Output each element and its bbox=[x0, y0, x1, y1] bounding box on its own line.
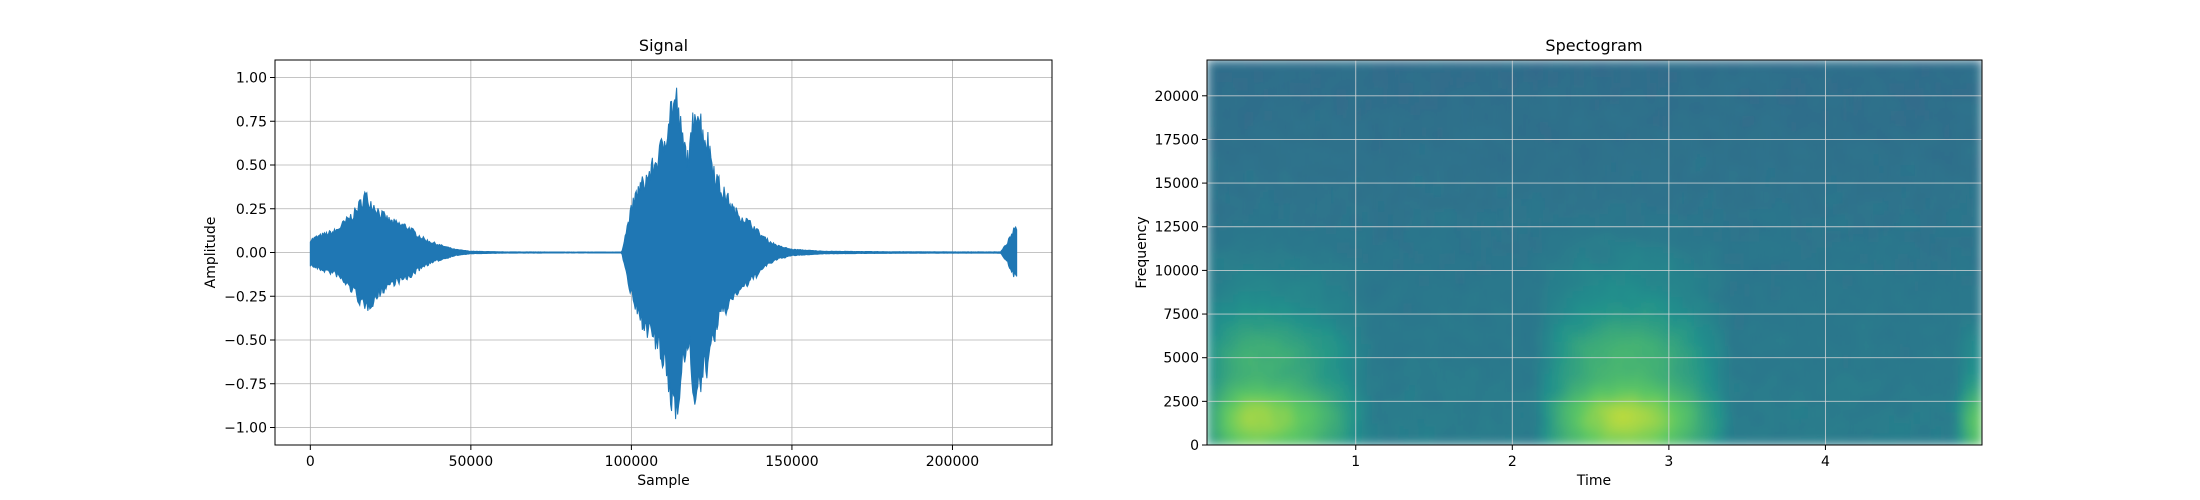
signal-y-tick: 0.50 bbox=[236, 158, 275, 174]
signal-y-tick: −1.00 bbox=[224, 421, 275, 437]
spectrogram-y-tick-label: 7500 bbox=[1163, 307, 1199, 323]
signal-x-tick: 150000 bbox=[765, 445, 819, 470]
spectrogram-y-tick-label: 0 bbox=[1190, 438, 1199, 454]
signal-y-tick: −0.25 bbox=[224, 289, 275, 305]
signal-y-tick: 0.75 bbox=[236, 114, 275, 130]
signal-y-tick-label: −0.75 bbox=[224, 377, 267, 393]
spectrogram-y-tick-label: 12500 bbox=[1154, 220, 1199, 236]
spectrogram-y-tick-label: 17500 bbox=[1154, 132, 1199, 148]
spectrogram-y-tick: 10000 bbox=[1154, 263, 1207, 279]
spectrogram-x-tick: 3 bbox=[1664, 445, 1673, 470]
spectrogram-x-tick-label: 2 bbox=[1508, 454, 1517, 470]
spectrogram-axes-frame bbox=[1206, 59, 1983, 446]
signal-x-tick: 50000 bbox=[449, 445, 494, 470]
spectrogram-y-tick-label: 15000 bbox=[1154, 176, 1199, 192]
signal-y-tick-label: 0.50 bbox=[236, 158, 267, 174]
signal-chart: Signal 0 50000 100000 150000 200000 1.00 0.75… bbox=[203, 36, 1053, 489]
signal-y-tick-label: 1.00 bbox=[236, 71, 267, 87]
signal-y-tick-label: 0.25 bbox=[236, 202, 267, 218]
signal-y-tick-label: 0.00 bbox=[236, 246, 267, 262]
spectrogram-x-tick: 2 bbox=[1508, 445, 1517, 470]
signal-y-tick: 1.00 bbox=[236, 71, 275, 87]
signal-x-tick-label: 50000 bbox=[449, 454, 494, 470]
spectrogram-y-tick-label: 10000 bbox=[1154, 263, 1199, 279]
spectrogram-y-tick: 15000 bbox=[1154, 176, 1207, 192]
spectrogram-x-tick-label: 3 bbox=[1664, 454, 1673, 470]
spectrogram-y-tick: 20000 bbox=[1154, 89, 1207, 105]
signal-y-tick-label: −1.00 bbox=[224, 421, 267, 437]
signal-y-tick-label: −0.25 bbox=[224, 289, 267, 305]
signal-y-tick-label: −0.50 bbox=[224, 333, 267, 349]
signal-x-tick-label: 200000 bbox=[926, 454, 979, 470]
spectrogram-y-tick: 2500 bbox=[1163, 394, 1207, 410]
spectrogram-y-tick: 0 bbox=[1190, 438, 1207, 454]
signal-x-tick-label: 150000 bbox=[765, 454, 818, 470]
signal-chart-title: Signal bbox=[639, 36, 688, 55]
signal-y-tick: −0.75 bbox=[224, 377, 275, 393]
signal-x-tick-label: 0 bbox=[306, 454, 315, 470]
spectrogram-y-tick: 12500 bbox=[1154, 220, 1207, 236]
signal-y-tick: 0.25 bbox=[236, 202, 275, 218]
signal-y-tick-label: 0.75 bbox=[236, 114, 267, 130]
spectrogram-y-axis-label: Frequency bbox=[1134, 216, 1150, 288]
signal-y-ticks: 1.00 0.75 0.50 0.25 0.00 −0.25 −0.50 −0.75 −1.00 bbox=[224, 71, 275, 437]
spectrogram-chart: Spectogram 1 2 3 4 0 2500 5000 7500 10000 12500 1… bbox=[1134, 36, 1983, 489]
spectrogram-y-tick: 17500 bbox=[1154, 132, 1207, 148]
signal-x-tick: 200000 bbox=[926, 445, 979, 470]
spectrogram-x-axis-label: Time bbox=[1576, 473, 1611, 489]
spectrogram-y-tick-label: 2500 bbox=[1163, 394, 1199, 410]
spectrogram-y-tick: 7500 bbox=[1163, 307, 1207, 323]
spectrogram-x-ticks: 1 2 3 4 bbox=[1351, 445, 1830, 470]
spectrogram-chart-title: Spectogram bbox=[1545, 36, 1642, 55]
signal-y-tick: 0.00 bbox=[236, 246, 275, 262]
signal-x-tick-label: 100000 bbox=[605, 454, 658, 470]
spectrogram-y-tick-label: 20000 bbox=[1154, 89, 1199, 105]
signal-x-tick: 100000 bbox=[605, 445, 658, 470]
spectrogram-y-tick: 5000 bbox=[1163, 351, 1207, 367]
spectrogram-x-tick-label: 1 bbox=[1351, 454, 1360, 470]
spectrogram-x-tick: 1 bbox=[1351, 445, 1360, 470]
spectrogram-x-tick-label: 4 bbox=[1821, 454, 1830, 470]
spectrogram-y-ticks: 0 2500 5000 7500 10000 12500 15000 17500 20000 bbox=[1154, 89, 1207, 454]
signal-y-axis-label: Amplitude bbox=[203, 217, 219, 289]
signal-x-ticks: 0 50000 100000 150000 200000 bbox=[306, 445, 979, 470]
spectrogram-x-tick: 4 bbox=[1821, 445, 1830, 470]
signal-x-axis-label: Sample bbox=[637, 473, 690, 489]
signal-y-tick: −0.50 bbox=[224, 333, 275, 349]
spectrogram-heatmap bbox=[1207, 60, 1982, 445]
signal-x-tick: 0 bbox=[306, 445, 315, 470]
signal-waveform bbox=[309, 87, 1018, 420]
spectrogram-y-tick-label: 5000 bbox=[1163, 351, 1199, 367]
